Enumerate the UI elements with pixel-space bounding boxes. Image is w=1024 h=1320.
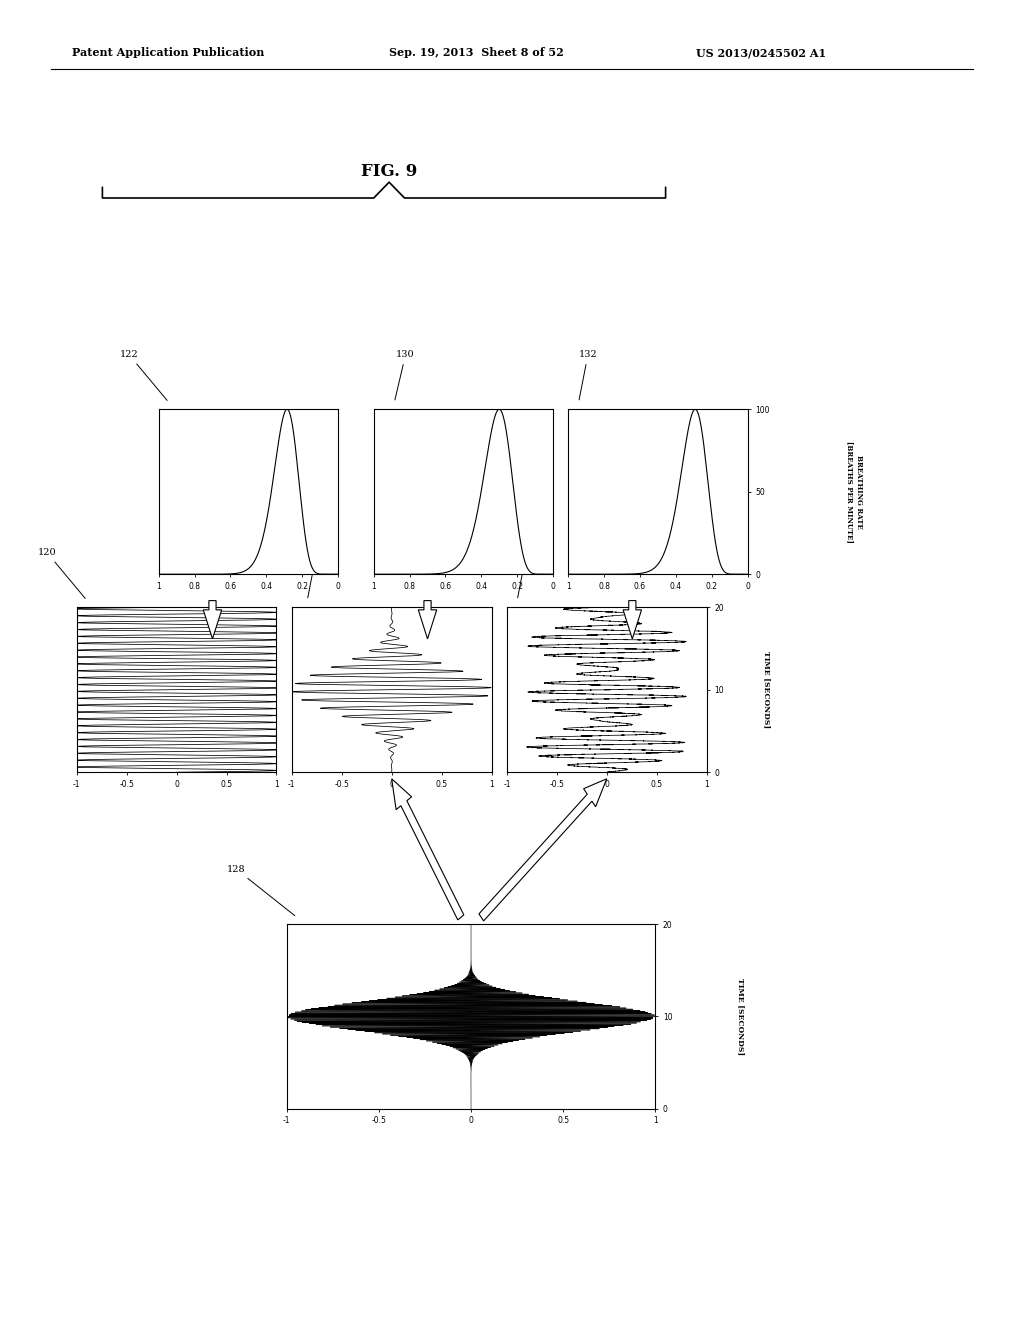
Text: 120: 120 [38,548,85,598]
Text: Sep. 19, 2013  Sheet 8 of 52: Sep. 19, 2013 Sheet 8 of 52 [389,48,564,58]
Text: 128: 128 [227,865,295,916]
Text: US 2013/0245502 A1: US 2013/0245502 A1 [696,48,826,58]
Text: 130: 130 [395,350,415,400]
Text: 122: 122 [120,350,167,400]
Text: 126: 126 [517,548,536,598]
Text: Patent Application Publication: Patent Application Publication [72,48,264,58]
Text: 124: 124 [307,548,326,598]
Text: TIME [SECONDS]: TIME [SECONDS] [763,651,770,729]
Text: BREATHING RATE
[BREATHS PER MINUTE]: BREATHING RATE [BREATHS PER MINUTE] [846,441,863,543]
Text: FIG. 9: FIG. 9 [361,164,417,180]
Text: 132: 132 [579,350,597,400]
Text: TIME [SECONDS]: TIME [SECONDS] [736,978,744,1055]
